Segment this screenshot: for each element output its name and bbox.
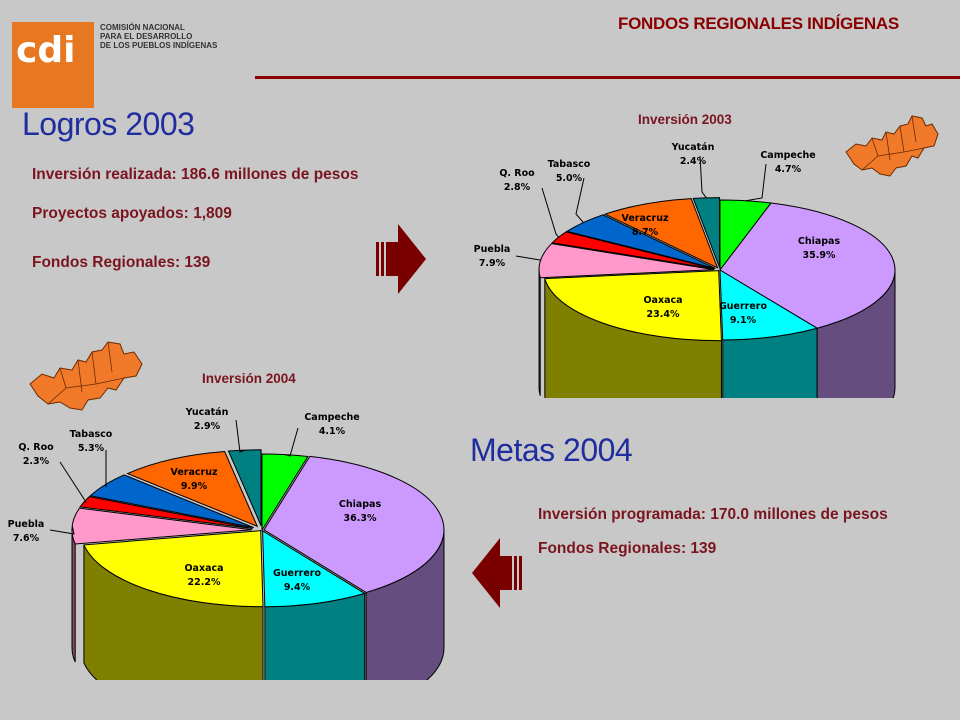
arrow-right-icon	[376, 224, 426, 294]
slice-label-oaxaca: Oaxaca	[184, 563, 223, 574]
metas-inversion: Inversión programada: 170.0 millones de …	[538, 506, 888, 523]
slice-side-puebla	[71, 529, 76, 663]
pie-chart-2003: Campeche 4.7% Chiapas 35.9% Guerrero 9.1% Oaxa…	[474, 142, 896, 398]
slice-tabasco	[565, 214, 716, 269]
slice-q-roo	[551, 231, 715, 270]
leader-line-yucatan	[235, 419, 245, 453]
slice-value-puebla: 7.6%	[13, 533, 40, 544]
slice-value-veracruz: 8.7%	[632, 227, 659, 238]
slice-q-roo	[79, 496, 253, 530]
leader-line-campeche	[745, 163, 767, 202]
leader-line-campeche	[284, 427, 299, 457]
arrow-left-icon	[472, 538, 522, 608]
slice-label-guerrero: Guerrero	[719, 301, 768, 312]
cdi-logo-mark: cdi	[16, 30, 75, 71]
slice-value-yucatan: 2.4%	[680, 156, 707, 167]
logo-line-2: PARA EL DESARROLLO	[100, 32, 193, 41]
slice-label-campeche: Campeche	[760, 150, 815, 161]
slice-yucatan	[692, 197, 721, 268]
slice-label-veracruz: Veracruz	[171, 467, 218, 478]
slice-veracruz	[603, 198, 719, 269]
slice-value-yucatan: 2.9%	[194, 421, 221, 432]
slice-value-campeche: 4.1%	[319, 426, 346, 437]
cdi-logo: cdi	[12, 22, 94, 108]
slice-label-q-roo: Q. Roo	[499, 168, 535, 179]
metas-fondos: Fondos Regionales: 139	[538, 540, 717, 557]
slice-value-guerrero: 9.4%	[284, 582, 311, 593]
slice-campeche	[261, 453, 309, 532]
leader-line-yucatan	[699, 155, 707, 199]
leader-line-q-roo	[59, 461, 88, 503]
slice-value-campeche: 4.7%	[775, 164, 802, 175]
slice-value-tabasco: 5.3%	[78, 443, 105, 454]
slice-label-guerrero: Guerrero	[273, 568, 322, 579]
slice-label-yucatan: Yucatán	[185, 407, 229, 418]
slice-value-chiapas: 36.3%	[344, 513, 377, 524]
logo-line-3: DE LOS PUEBLOS INDÍGENAS	[100, 41, 218, 50]
slice-value-oaxaca: 22.2%	[188, 577, 221, 588]
slice-label-puebla: Puebla	[8, 519, 45, 530]
slice-label-q-roo: Q. Roo	[18, 442, 54, 453]
slice-oaxaca	[544, 270, 722, 342]
slice-label-chiapas: Chiapas	[339, 499, 382, 510]
leader-line-q-roo	[541, 187, 560, 238]
svg-text:cdi: cdi	[16, 30, 75, 71]
slice-label-tabasco: Tabasco	[548, 159, 591, 170]
slice-label-yucatan: Yucatán	[671, 142, 715, 153]
pie-chart-2004: Campeche 4.1% Chiapas 36.3% Guerrero 9.4% Oaxa…	[8, 407, 445, 680]
slice-label-tabasco: Tabasco	[70, 429, 113, 440]
slice-value-q-roo: 2.8%	[504, 182, 531, 193]
logros-inversion: Inversión realizada: 186.6 millones de p…	[32, 166, 359, 183]
slice-guerrero	[262, 529, 366, 608]
southeast-mexico-map-icon	[845, 115, 939, 177]
slice-tabasco	[89, 474, 254, 529]
slice-label-veracruz: Veracruz	[622, 213, 669, 224]
slice-veracruz	[126, 451, 259, 528]
metas-heading: Metas 2004	[470, 432, 633, 468]
slice-value-guerrero: 9.1%	[730, 315, 757, 326]
slice-guerrero	[719, 269, 819, 341]
slice-puebla	[71, 507, 253, 545]
leader-line-puebla	[49, 525, 75, 535]
slice-value-tabasco: 5.0%	[556, 173, 583, 184]
slice-side-puebla	[538, 269, 541, 396]
logros-proyectos: Proyectos apoyados: 1,809	[32, 205, 232, 222]
logo-line-1: COMISIÓN NACIONAL	[100, 23, 185, 32]
logros-fondos: Fondos Regionales: 139	[32, 254, 211, 271]
slice-label-puebla: Puebla	[474, 244, 511, 255]
page-title: FONDOS REGIONALES INDÍGENAS	[618, 14, 899, 33]
slice-value-veracruz: 9.9%	[181, 481, 208, 492]
slice-value-puebla: 7.9%	[479, 258, 506, 269]
slice-chiapas	[719, 202, 896, 329]
chart-2004-title: Inversión 2004	[202, 371, 296, 386]
logo-caption: COMISIÓN NACIONAL PARA EL DESARROLLO DE …	[100, 23, 217, 50]
slice-label-oaxaca: Oaxaca	[643, 295, 682, 306]
slice-value-chiapas: 35.9%	[803, 250, 836, 261]
leader-line-tabasco	[104, 450, 107, 488]
slice-value-oaxaca: 23.4%	[647, 309, 680, 320]
slice-value-q-roo: 2.3%	[23, 456, 50, 467]
leader-line-tabasco	[575, 177, 585, 223]
slice-oaxaca	[83, 530, 264, 608]
southeast-mexico-map-icon-2004	[29, 341, 143, 411]
slice-label-chiapas: Chiapas	[798, 236, 841, 247]
chart-2003-title: Inversión 2003	[638, 112, 732, 127]
title-divider	[255, 76, 960, 79]
logros-heading: Logros 2003	[22, 106, 195, 142]
slice-label-campeche: Campeche	[304, 412, 359, 423]
leader-line-puebla	[515, 255, 541, 261]
slice-chiapas	[263, 455, 445, 593]
